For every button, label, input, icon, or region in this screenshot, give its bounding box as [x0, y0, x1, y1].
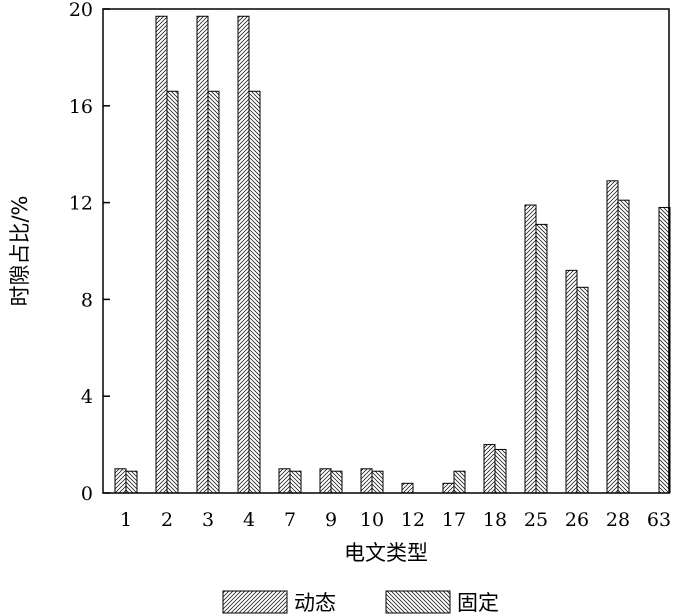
x-axis-title: 电文类型 [344, 541, 428, 565]
x-axis-ticks: 1 2 3 4 7 9 10 12 17 18 25 26 28 63 [120, 509, 671, 531]
y-axis-ticks: 0 4 8 12 16 20 [69, 0, 110, 505]
y-tick-label: 0 [81, 483, 93, 505]
legend-swatch-fixed [385, 590, 451, 614]
y-tick-label: 16 [69, 96, 93, 118]
bar-fixed-2 [166, 90, 179, 494]
x-tick-label: 25 [524, 509, 548, 531]
bar-dynamic-26 [565, 269, 578, 494]
y-axis-title: 时隙占比/% [8, 195, 32, 306]
bar-dynamic-17 [442, 482, 455, 494]
legend-swatch-dynamic [222, 590, 288, 614]
x-tick-label: 17 [442, 509, 466, 531]
x-tick-label: 63 [647, 509, 671, 531]
bar-fixed-4 [248, 90, 261, 494]
bar-dynamic-3 [196, 15, 209, 494]
x-tick-label: 7 [284, 509, 296, 531]
x-tick-label: 28 [606, 509, 630, 531]
bar-dynamic-10 [360, 468, 373, 494]
bar-fixed-26 [576, 286, 589, 494]
bar-fixed-1 [125, 470, 138, 494]
bar-dynamic-1 [114, 468, 127, 494]
bar-dynamic-9 [319, 468, 332, 494]
bar-fixed-28 [617, 199, 630, 494]
bar-fixed-3 [207, 90, 220, 494]
x-tick-label: 12 [401, 509, 425, 531]
bar-fixed-17 [453, 470, 466, 494]
bar-dynamic-2 [155, 15, 168, 494]
x-tick-label: 9 [325, 509, 337, 531]
x-tick-label: 4 [243, 509, 255, 531]
legend: 动态 固定 [222, 590, 499, 615]
x-tick-label: 2 [161, 509, 173, 531]
y-tick-label: 12 [69, 193, 93, 215]
x-tick-label: 10 [360, 509, 384, 531]
x-tick-label: 1 [120, 509, 132, 531]
y-tick-label: 4 [81, 386, 93, 408]
x-tick-label: 3 [202, 509, 214, 531]
bar-dynamic-25 [524, 204, 537, 494]
bar-fixed-18 [494, 448, 507, 494]
legend-label-dynamic: 动态 [294, 591, 336, 615]
bar-dynamic-4 [237, 15, 250, 494]
y-tick-label: 20 [69, 0, 93, 21]
bars-group [114, 15, 671, 494]
bar-dynamic-7 [278, 468, 291, 494]
bar-dynamic-28 [606, 180, 619, 494]
y-tick-label: 8 [81, 289, 93, 311]
bar-dynamic-18 [483, 444, 496, 494]
bar-fixed-9 [330, 470, 343, 494]
bar-dynamic-12 [401, 482, 414, 494]
legend-label-fixed: 固定 [457, 591, 499, 615]
bar-fixed-7 [289, 470, 302, 494]
bar-fixed-63 [658, 206, 671, 494]
bar-fixed-25 [535, 223, 548, 494]
x-tick-label: 26 [565, 509, 589, 531]
x-tick-label: 18 [483, 509, 507, 531]
bar-fixed-10 [371, 470, 384, 494]
